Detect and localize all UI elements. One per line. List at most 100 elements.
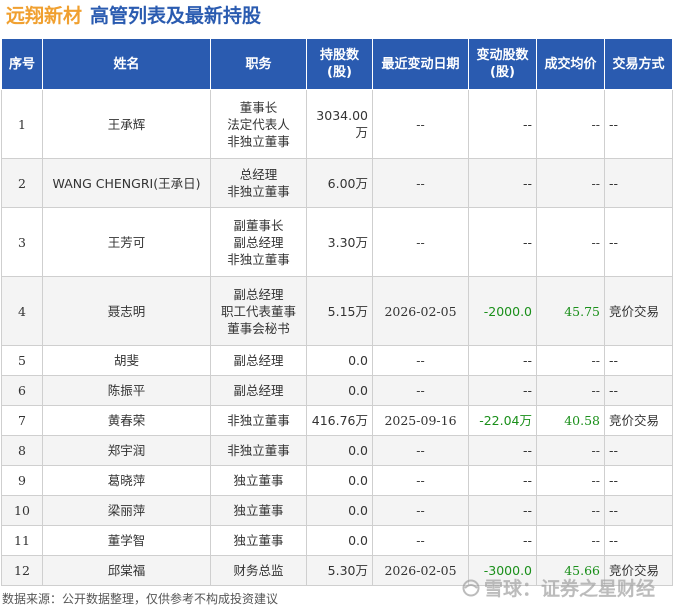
cell-avg-price: 40.58 [536,405,605,436]
header-name: 姓名 [42,38,211,90]
cell-change: -- [468,207,537,277]
position-line: 副总经理 [233,286,284,302]
cell-no: 11 [1,525,43,556]
cell-holdings: 0.0 [306,465,373,496]
cell-method: -- [604,345,673,376]
position-line: 法定代表人 [227,116,290,132]
cell-position: 副董事长 副总经理 非独立董事 [210,207,307,277]
cell-no: 7 [1,405,43,436]
position-line: 非独立董事 [227,413,290,428]
cell-holdings: 3034.00万 [306,89,373,159]
cell-position: 非独立董事 [210,435,307,466]
header-change-line2: (股) [490,65,515,80]
cell-position: 财务总监 [210,555,307,586]
cell-position: 副总经理 [210,345,307,376]
cell-avg-price: -- [536,375,605,406]
cell-holdings: 0.0 [306,345,373,376]
cell-no: 6 [1,375,43,406]
position-line: 副总经理 [233,383,284,398]
position-line: 总经理 [239,167,278,182]
cell-change: -- [468,435,537,466]
cell-no: 8 [1,435,43,466]
position-line: 非独立董事 [227,443,290,458]
table-row: 5 胡斐 副总经理 0.0 -- -- -- -- [1,345,673,376]
cell-name: 聂志明 [42,276,211,346]
cell-avg-price: -- [536,435,605,466]
cell-avg-price: 45.66 [536,555,605,586]
cell-name: 陈振平 [42,375,211,406]
table-row: 6 陈振平 副总经理 0.0 -- -- -- -- [1,375,673,406]
cell-date: -- [372,89,469,159]
table-row: 3 王芳可 副董事长 副总经理 非独立董事 3.30万 -- -- -- -- [1,207,673,277]
table-row: 9 葛晓萍 独立董事 0.0 -- -- -- -- [1,465,673,496]
cell-no: 10 [1,495,43,526]
cell-position: 独立董事 [210,525,307,556]
cell-method: 竞价交易 [604,555,673,586]
cell-avg-price: -- [536,207,605,277]
position-line: 独立董事 [233,533,284,548]
cell-date: -- [372,375,469,406]
cell-date: 2026-02-05 [372,555,469,586]
header-no: 序号 [1,38,43,90]
cell-position: 总经理 非独立董事 [210,158,307,208]
cell-holdings: 0.0 [306,525,373,556]
cell-avg-price: -- [536,525,605,556]
table-row: 11 董学智 独立董事 0.0 -- -- -- -- [1,525,673,556]
cell-date: -- [372,435,469,466]
cell-avg-price: -- [536,345,605,376]
position-line: 董事会秘书 [227,320,290,336]
cell-method: -- [604,525,673,556]
cell-method: -- [604,435,673,466]
header-holdings: 持股数 (股) [306,38,373,90]
position-line: 职工代表董事 [220,303,296,319]
cell-name: 葛晓萍 [42,465,211,496]
cell-no: 3 [1,207,43,277]
cell-change: -- [468,345,537,376]
cell-position: 独立董事 [210,465,307,496]
cell-date: 2026-02-05 [372,276,469,346]
cell-holdings: 0.0 [306,435,373,466]
table-header-row: 序号 姓名 职务 持股数 (股) 最近变动日期 变动股数 (股) 成交均价 交易方式 [1,38,673,90]
position-line: 非独立董事 [227,251,290,267]
cell-avg-price: -- [536,465,605,496]
cell-no: 1 [1,89,43,159]
cell-position: 独立董事 [210,495,307,526]
table-row: 8 郑宇润 非独立董事 0.0 -- -- -- -- [1,435,673,466]
header-date: 最近变动日期 [372,38,469,90]
cell-method: -- [604,375,673,406]
data-source-note: 数据来源：公开数据整理，仅供参考不构成投资建议 [2,592,279,606]
position-line: 副总经理 [233,234,284,250]
cell-change: -- [468,89,537,159]
cell-change: -22.04万 [468,405,537,436]
cell-change: -- [468,375,537,406]
table-row: 2 WANG CHENGRI(王承日) 总经理 非独立董事 6.00万 -- -- -- -- [1,158,673,208]
cell-position: 董事长 法定代表人 非独立董事 [210,89,307,159]
cell-method: -- [604,495,673,526]
executives-table: 序号 姓名 职务 持股数 (股) 最近变动日期 变动股数 (股) 成交均价 交易方式… [1,38,673,586]
cell-date: -- [372,345,469,376]
cell-method: -- [604,158,673,208]
header-position: 职务 [210,38,307,90]
position-line: 非独立董事 [227,184,290,199]
cell-holdings: 6.00万 [306,158,373,208]
cell-no: 4 [1,276,43,346]
cell-holdings: 0.0 [306,375,373,406]
cell-date: -- [372,158,469,208]
header-holdings-line2: (股) [327,65,352,80]
header-change-line1: 变动股数 [476,48,529,63]
table-row: 12 邱棠福 财务总监 5.30万 2026-02-05 -3000.0 45.66 竞价交易 [1,555,673,586]
cell-avg-price: 45.75 [536,276,605,346]
cell-date: -- [372,495,469,526]
cell-name: 董学智 [42,525,211,556]
cell-no: 5 [1,345,43,376]
table-row: 7 黄春荣 非独立董事 416.76万 2025-09-16 -22.04万 40.58 竞价… [1,405,673,436]
cell-change: -3000.0 [468,555,537,586]
cell-position: 副总经理 [210,375,307,406]
cell-name: 王芳可 [42,207,211,277]
cell-name: 黄春荣 [42,405,211,436]
brand-text: 雪球：证券之星财经 [483,578,655,600]
position-line: 非独立董事 [227,133,290,149]
cell-holdings: 3.30万 [306,207,373,277]
cell-holdings: 5.15万 [306,276,373,346]
cell-method: -- [604,89,673,159]
